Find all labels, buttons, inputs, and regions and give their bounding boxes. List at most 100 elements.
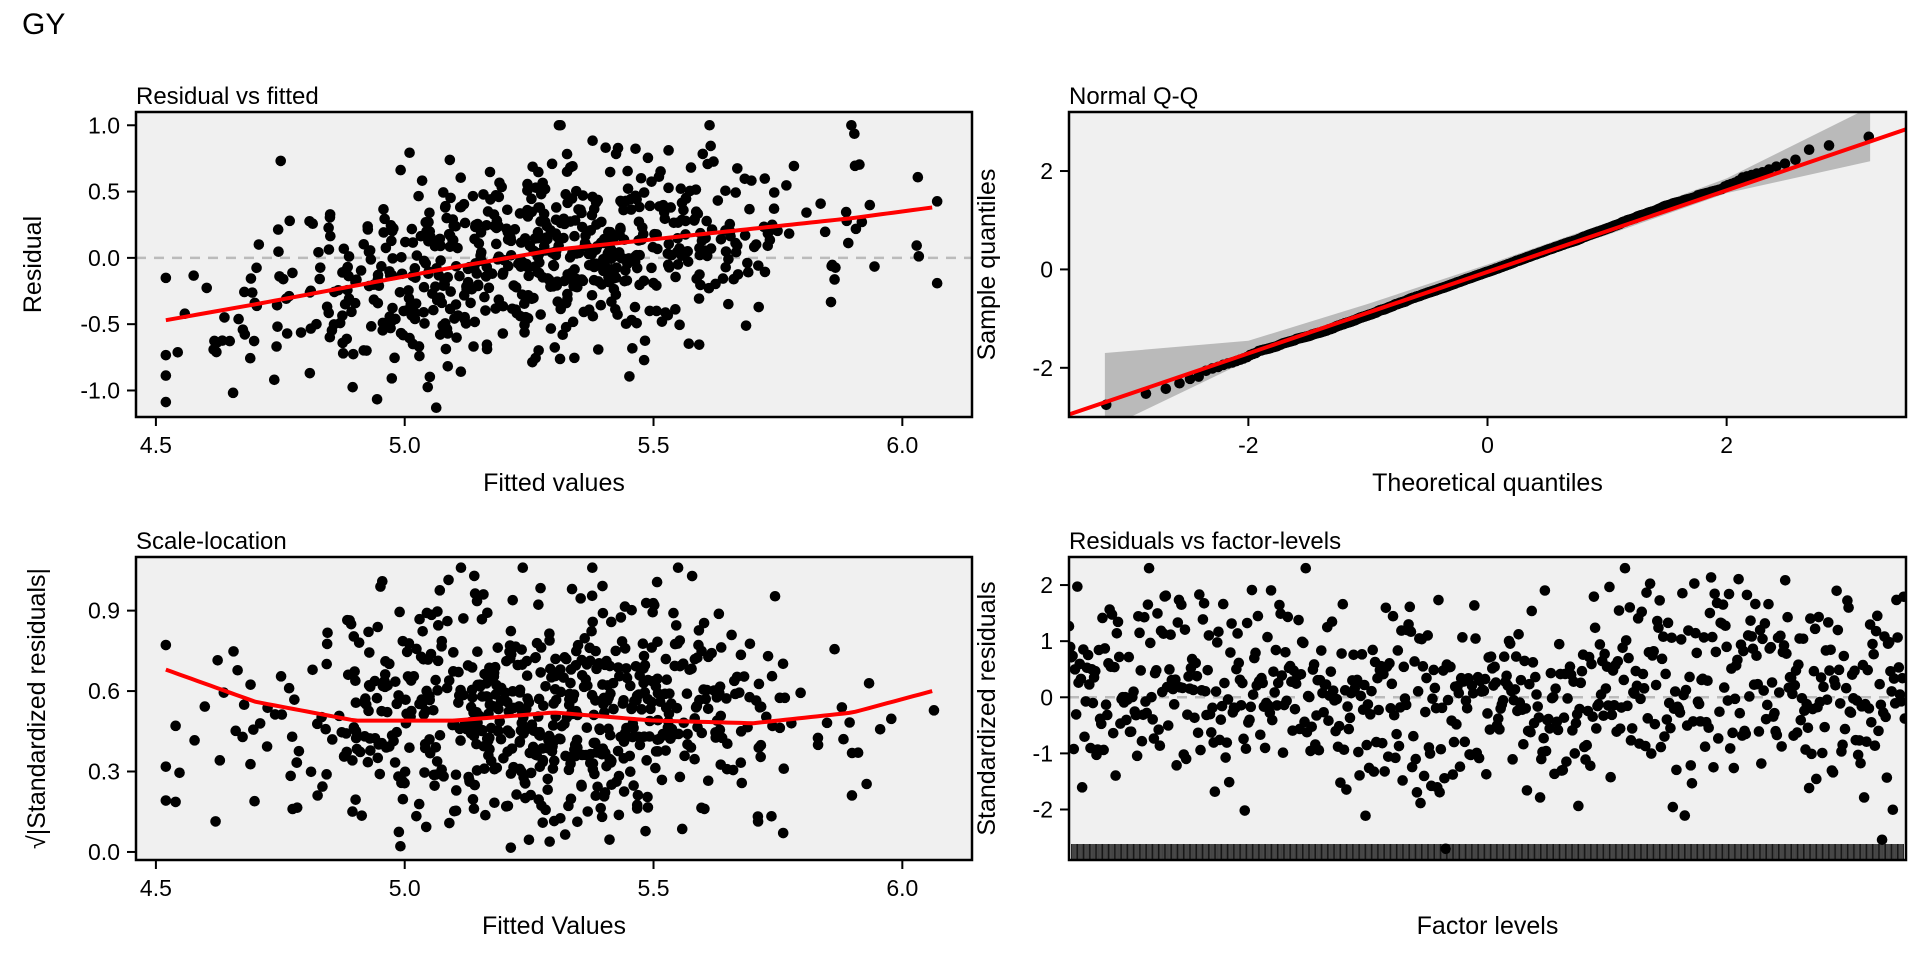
resid-fitted-point	[689, 213, 701, 225]
resid-factor-point	[1111, 627, 1123, 639]
resid-fitted-point	[323, 222, 334, 234]
scale-location-point	[434, 730, 446, 741]
resid-fitted-point	[253, 239, 265, 250]
resid-factor-point	[1217, 598, 1229, 610]
resid-factor-point	[1625, 735, 1637, 746]
resid-fitted-point	[656, 316, 668, 327]
scale-location-point	[365, 745, 376, 756]
scale-location-point	[424, 747, 436, 759]
resid-fitted-point	[693, 293, 705, 304]
scale-location-point	[414, 613, 425, 625]
resid-factor-point	[1779, 574, 1791, 586]
scale-location-point	[488, 671, 500, 682]
scale-location-point	[455, 562, 467, 574]
scale-location-point	[531, 637, 543, 649]
resid-factor-point	[1649, 718, 1661, 730]
scale-location-point	[591, 663, 602, 675]
scale-location-point	[307, 664, 318, 676]
scale-location-point	[384, 658, 395, 670]
resid-factor-point	[1791, 727, 1803, 738]
resid-factor-point	[1862, 664, 1874, 676]
resid-fitted-point	[655, 166, 666, 177]
resid-factor-point	[1873, 725, 1884, 737]
resid-factor-point	[1320, 679, 1332, 690]
resid-fitted-point	[768, 203, 780, 214]
scale-location-point	[617, 698, 629, 709]
resid-factor-point	[1604, 581, 1615, 593]
scale-location-point	[245, 758, 256, 770]
resid-fitted-point	[362, 224, 374, 235]
resid-fitted-point	[387, 302, 398, 314]
scale-location-point	[652, 687, 664, 699]
resid-factor-point	[1705, 572, 1717, 583]
resid-fitted-point	[172, 347, 184, 358]
resid-factor-point	[1765, 641, 1777, 653]
resid-factor-point	[1513, 629, 1524, 640]
scale-location-point	[645, 703, 656, 715]
resid-fitted-point	[430, 281, 441, 292]
resid-factor-point	[1855, 757, 1866, 769]
resid-fitted-point	[577, 190, 589, 201]
scale-location-point	[846, 747, 858, 759]
resid-factor-point	[1553, 638, 1565, 650]
resid-factor-point	[1408, 730, 1419, 742]
resid-fitted-point	[712, 195, 724, 206]
resid-factor-point	[1421, 672, 1432, 684]
resid-fitted-point	[840, 206, 852, 218]
resid-fitted-point	[400, 236, 411, 248]
resid-factor-point	[1526, 605, 1538, 617]
resid-factor-point	[1886, 686, 1897, 697]
resid-fitted-point	[801, 207, 812, 218]
resid-factor-point	[1226, 618, 1237, 629]
resid-factor-point	[1708, 761, 1719, 773]
scale-location-point	[735, 649, 747, 661]
scale-location-point	[766, 670, 778, 682]
scale-location-point	[468, 803, 480, 815]
resid-fitted-point	[413, 190, 424, 202]
resid-factor-point	[1680, 684, 1692, 696]
resid-fitted-point	[470, 219, 481, 231]
scale-location-point	[249, 795, 260, 807]
resid-factor-point	[1266, 714, 1278, 726]
scale-location-point	[468, 570, 480, 582]
resid-fitted-x-tick-label: 4.5	[140, 432, 172, 458]
resid-factor-point	[1510, 651, 1522, 662]
scale-location-point	[590, 645, 601, 657]
resid-factor-point	[1170, 674, 1181, 685]
scale-location-point	[482, 607, 493, 619]
scale-location-point	[665, 723, 677, 735]
scale-location-point	[420, 821, 432, 833]
resid-fitted-point	[742, 266, 754, 278]
resid-fitted-point	[576, 207, 587, 219]
resid-fitted-point	[419, 318, 430, 329]
scale-location-point	[689, 653, 701, 665]
resid-fitted-point	[663, 182, 674, 194]
resid-factor-point	[1097, 612, 1108, 624]
resid-factor-point	[1653, 622, 1664, 634]
scale-location-point	[362, 756, 374, 768]
scale-location-point	[382, 680, 393, 691]
resid-factor-point	[1453, 687, 1465, 699]
resid-fitted-point	[768, 187, 780, 198]
resid-factor-point	[1868, 648, 1880, 660]
resid-factor-point	[1146, 691, 1157, 703]
resid-fitted-point	[389, 352, 400, 364]
resid-fitted-point	[557, 329, 569, 341]
resid-factor-point	[1893, 662, 1905, 673]
normal-qq-y-tick-label: 2	[1040, 158, 1053, 184]
resid-fitted-point	[414, 350, 425, 362]
scale-location-point	[654, 696, 666, 708]
resid-factor-point	[1612, 655, 1624, 667]
resid-factor-point	[1833, 664, 1845, 676]
scale-location-point	[567, 750, 579, 761]
resid-factor-point	[1337, 598, 1349, 610]
scale-location-point	[755, 751, 766, 763]
resid-factor-point	[1674, 707, 1686, 718]
scale-location-point	[672, 562, 684, 574]
resid-fitted-point	[239, 329, 251, 340]
resid-fitted-point	[616, 197, 628, 208]
resid-fitted-point	[347, 381, 358, 393]
resid-fitted-point	[284, 215, 296, 227]
resid-factor-point	[1686, 778, 1698, 789]
resid-factor-point	[1376, 737, 1388, 749]
